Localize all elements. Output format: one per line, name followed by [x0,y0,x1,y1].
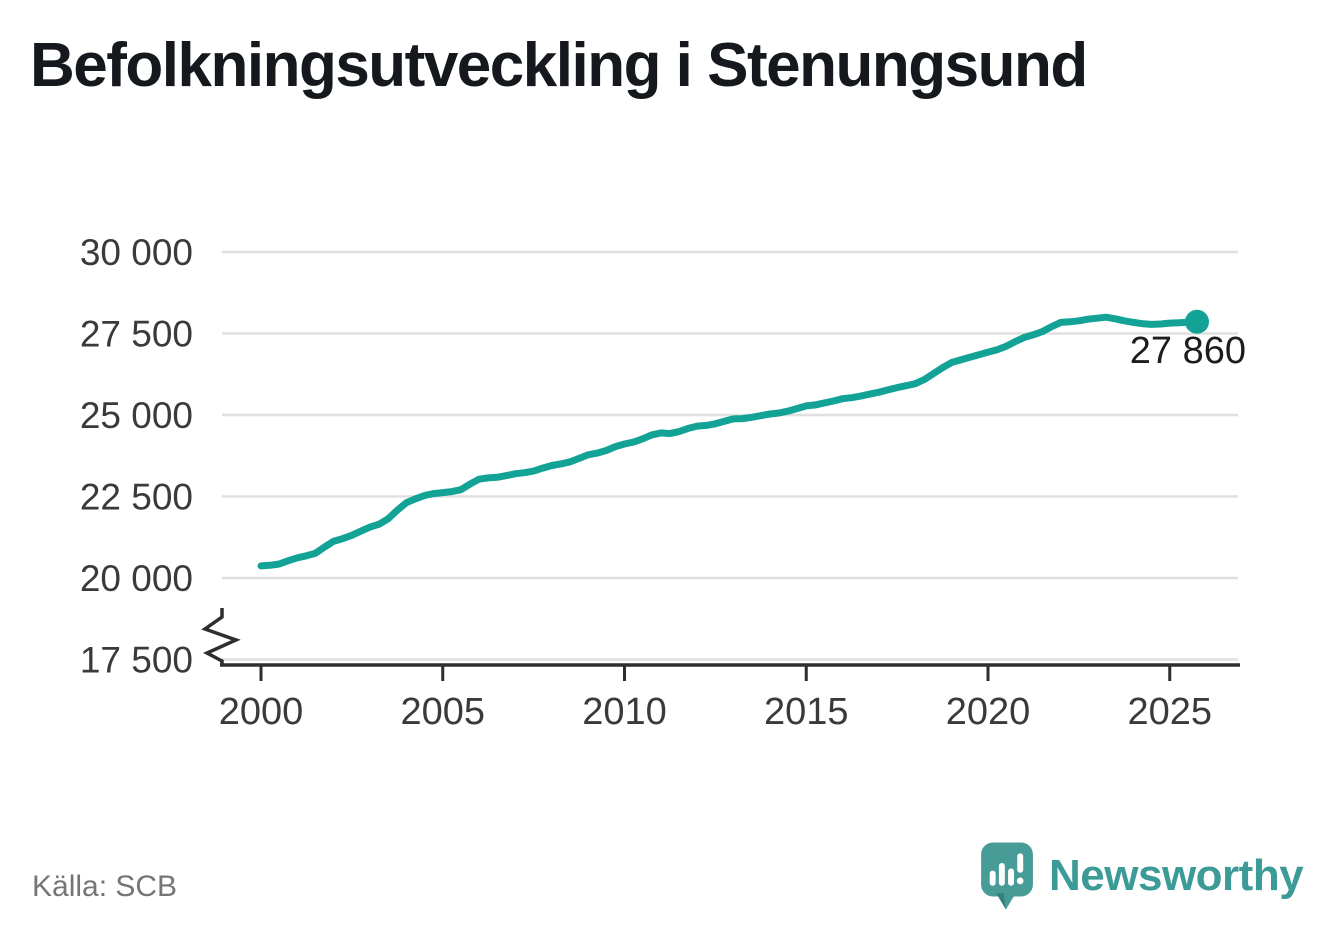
latest-value-label: 27 860 [1130,330,1246,372]
y-tick-label-22500: 22 500 [80,477,193,518]
source-note: Källa: SCB [32,870,178,903]
x-tick-label-2000: 2000 [219,691,304,733]
y-tick-label-25000: 25 000 [80,395,193,436]
y-tick-label-17500: 17 500 [80,640,193,681]
y-tick-label-30000: 30 000 [80,232,193,273]
population-line-series [257,313,1201,570]
x-tick-label-2015: 2015 [764,691,849,733]
y-tick-label-27500: 27 500 [80,314,193,355]
y-tick-label-20000: 20 000 [80,558,193,599]
page-title: Befolkningsutveckling i Stenungsund [30,31,1088,100]
x-tick-label-2020: 2020 [946,691,1031,733]
newsworthy-logo-text: Newsworthy [1049,851,1304,900]
x-tick-label-2010: 2010 [582,691,667,733]
newsworthy-speech-bubble-chart-icon [981,842,1033,910]
x-tick-label-2005: 2005 [400,691,485,733]
latest-value-dot [1185,309,1210,334]
newsworthy-logo-link[interactable]: Newsworthy [980,841,1304,911]
y-axis-break-icon [201,608,241,666]
x-tick-label-2025: 2025 [1127,691,1212,733]
